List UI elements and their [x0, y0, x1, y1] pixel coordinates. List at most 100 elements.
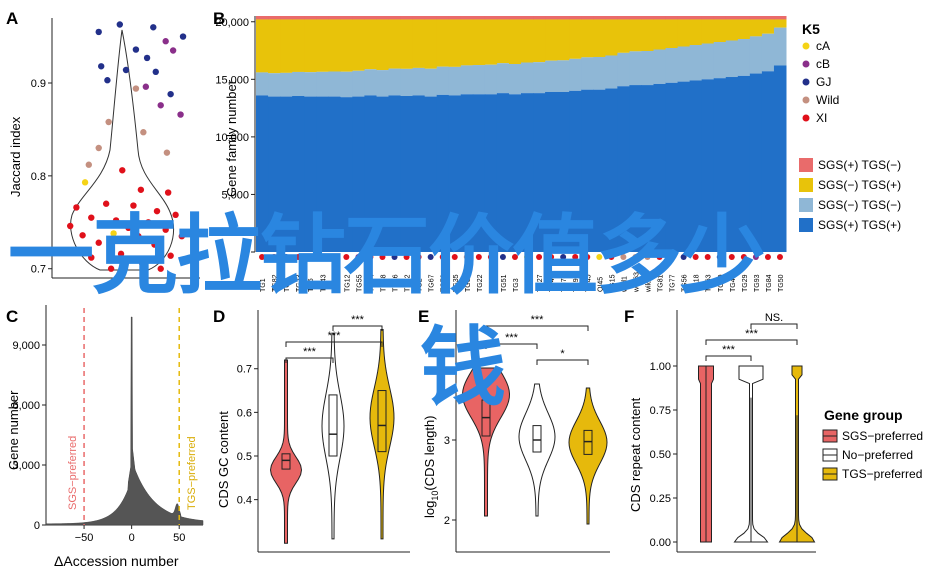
panel-d-boxplot-box	[281, 453, 291, 470]
panel-e-ytick-label: 2	[444, 515, 450, 527]
panel-d-violin-tgs	[369, 328, 395, 540]
panel-f-ytick-label: 0.75	[650, 405, 671, 417]
panel-b-group-dot	[692, 254, 699, 260]
panel-b-group-dot	[752, 254, 759, 260]
panel-b-xtick-label: TG77	[670, 274, 677, 292]
panel-b-group-dot	[524, 254, 531, 260]
panel-b-bar-sgs-tgs-minus	[304, 16, 317, 20]
panel-b-group-dot	[548, 254, 555, 260]
panel-b-group-dot	[560, 254, 567, 260]
panel-b-legend-label: cA	[816, 39, 830, 53]
panel-d-signif-label: ***	[328, 330, 342, 342]
panel-b-xtick-label: TG29	[742, 274, 749, 292]
panel-c-xtick-label: −50	[75, 532, 94, 544]
panel-a-point-gj	[98, 63, 105, 70]
panel-b-legend-swatch	[799, 178, 813, 192]
panel-b-bar-both	[496, 93, 510, 252]
panel-b-group-dot	[391, 254, 398, 260]
panel-b-bar-tgs-only	[773, 19, 787, 28]
panel-b-group-dot	[608, 254, 615, 260]
panel-b-xtick-label: TG15	[609, 274, 616, 292]
panel-b-bar-both	[316, 96, 329, 253]
panel-d-ytick-label: 0.6	[237, 407, 252, 419]
panel-b-bar-sgs-tgs-minus	[484, 16, 498, 20]
panel-c-ytick-label: 9,000	[12, 340, 40, 352]
panel-a-point-gj	[116, 21, 124, 28]
panel-b-bar-neither	[665, 48, 679, 83]
panel-b-xtick-label: TG23	[296, 274, 303, 292]
panel-d-violin-sgs	[269, 359, 303, 544]
panel-b-bar-neither	[268, 73, 281, 97]
panel-b-bar-neither	[424, 68, 438, 97]
panel-b-xtick-label: TG45	[585, 274, 592, 292]
panel-b-group-dot	[295, 254, 302, 260]
panel-b-bar-neither	[737, 39, 751, 76]
panel-b-bar-neither	[689, 45, 703, 81]
panel-b-bar-both	[557, 91, 570, 252]
panel-a-point-xi	[162, 226, 169, 233]
panel-a-point-xi	[172, 211, 179, 219]
panel-f-ytick-label: 0.00	[650, 537, 671, 549]
panel-b-bar-neither	[460, 65, 474, 95]
panel-b-xtick-label: wild72	[645, 272, 652, 293]
panel-b-bar-both	[304, 96, 317, 253]
panel-label-a: A	[6, 9, 18, 28]
panel-a-point-xi	[79, 232, 86, 239]
panel-b-bar-tgs-only	[424, 19, 438, 69]
panel-b-bar-both	[653, 83, 667, 252]
panel-b-bar-sgs-tgs-minus	[773, 16, 787, 20]
panel-e-signif-bracket	[536, 359, 589, 365]
panel-b-legend-dot-wild	[802, 96, 810, 104]
panel-b-bar-both	[737, 75, 751, 253]
panel-b-group-dot	[620, 254, 627, 260]
panel-b-bar-sgs-tgs-minus	[436, 16, 450, 20]
panel-b-bar-sgs-tgs-minus	[496, 16, 510, 20]
panel-c-ytick-label: 6,000	[12, 400, 40, 412]
panel-f-legend-title: Gene group	[824, 407, 903, 423]
panel-b-bar-neither	[605, 55, 618, 89]
panel-c-sgs-annotation: SGS−preferred	[67, 436, 79, 510]
panel-b-legend-category: SGS(−) TGS(−)	[818, 198, 901, 212]
panel-c-xlabel: ΔAccession number	[54, 553, 179, 569]
panel-b-bar-neither	[677, 46, 691, 82]
panel-b-legend-title: K5	[802, 21, 820, 37]
panel-b-group-dot	[728, 254, 735, 260]
panel-a-point-xi	[73, 204, 80, 211]
panel-b-bar-neither	[352, 70, 365, 97]
panel-b-bar-both	[400, 96, 414, 252]
panel-a-point-gj	[95, 28, 102, 36]
panel-e-signif-bracket	[485, 343, 538, 349]
panel-b-bar-tgs-only	[280, 19, 293, 73]
panel-b-group-dot	[379, 254, 386, 260]
panel-d-ytick-label: 0.4	[237, 495, 252, 507]
panel-b-bar-sgs-tgs-minus	[256, 16, 269, 20]
panel-b-xtick-label: wild63	[633, 272, 640, 293]
panel-b-group-dot	[307, 254, 314, 260]
panel-b-bar-tgs-only	[292, 19, 305, 72]
panel-a-point-xi	[178, 233, 185, 240]
panel-b-bar-tgs-only	[593, 19, 606, 57]
panel-b-bar-both	[484, 94, 498, 252]
panel-b-bar-sgs-tgs-minus	[472, 16, 486, 20]
panel-b-bar-sgs-tgs-minus	[340, 16, 353, 20]
panel-b-xtick-label: TG35	[453, 274, 460, 292]
panel-b-bar-tgs-only	[400, 19, 414, 69]
panel-b-xtick-label: TG67	[429, 274, 436, 292]
panel-b-bar-both	[448, 95, 462, 252]
panel-b-bar-tgs-only	[436, 19, 450, 67]
panel-b-bar-tgs-only	[653, 19, 667, 50]
panel-b-bar-neither	[340, 71, 353, 98]
panel-b-bar-tgs-only	[545, 19, 558, 61]
panel-b-bar-sgs-tgs-minus	[713, 16, 727, 20]
panel-a-point-xi	[157, 265, 164, 272]
panel-f-ytick-label: 1.00	[650, 361, 671, 373]
panel-b-bar-tgs-only	[605, 19, 618, 56]
panel-b-group-dot	[716, 254, 723, 260]
panel-b-bar-tgs-only	[521, 19, 534, 63]
panel-b-bar-tgs-only	[376, 19, 389, 71]
panel-a-point-xi	[137, 186, 145, 193]
panel-b-group-dot	[403, 254, 410, 260]
panel-a-point-wild	[105, 118, 112, 126]
panel-f-ylabel: CDS repeat content	[628, 397, 643, 512]
panel-b-bar-both	[376, 96, 389, 253]
